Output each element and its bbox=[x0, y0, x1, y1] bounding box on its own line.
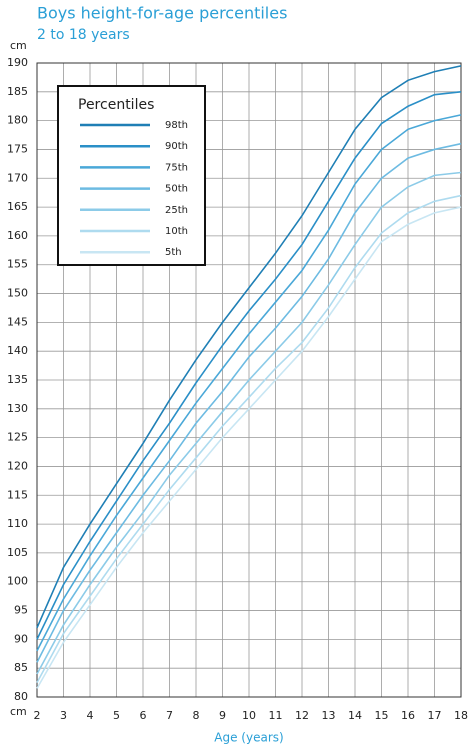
y-tick-label: 145 bbox=[7, 315, 28, 328]
x-tick-label: 17 bbox=[428, 709, 442, 722]
series-line bbox=[36, 114, 462, 652]
legend-title: Percentiles bbox=[78, 97, 154, 113]
y-tick-label: 190 bbox=[7, 56, 28, 69]
y-tick-label: 110 bbox=[7, 517, 28, 530]
y-tick-label: 185 bbox=[7, 85, 28, 98]
series-line bbox=[36, 194, 462, 683]
y-tick-label: 165 bbox=[7, 200, 28, 213]
y-tick-label: 135 bbox=[7, 373, 28, 386]
y-tick-label: 115 bbox=[7, 488, 28, 501]
series-line bbox=[36, 91, 462, 640]
x-axis-label: Age (years) bbox=[214, 731, 283, 745]
series-line bbox=[36, 206, 462, 689]
plot-frame bbox=[36, 62, 462, 698]
y-tick-label: 170 bbox=[7, 171, 28, 184]
x-tick-label: 10 bbox=[242, 709, 256, 722]
y-tick-label: 80 bbox=[14, 690, 28, 703]
x-tick-label: 5 bbox=[113, 709, 120, 722]
y-tick-label: 105 bbox=[7, 546, 28, 559]
legend-label: 90th bbox=[165, 141, 188, 152]
x-tick-label: 2 bbox=[34, 709, 41, 722]
y-tick-label: 180 bbox=[7, 114, 28, 127]
legend-label: 10th bbox=[165, 226, 188, 237]
chart-title: Boys height-for-age percentiles bbox=[37, 4, 287, 23]
legend-label: 5th bbox=[165, 247, 182, 258]
y-unit-bottom: cm bbox=[10, 705, 27, 718]
y-tick-label: 120 bbox=[7, 459, 28, 472]
y-tick-label: 155 bbox=[7, 258, 28, 271]
legend-label: 50th bbox=[165, 184, 188, 195]
y-tick-label: 150 bbox=[7, 287, 28, 300]
y-tick-label: 90 bbox=[14, 632, 28, 645]
x-tick-label: 8 bbox=[193, 709, 200, 722]
x-tick-label: 16 bbox=[401, 709, 415, 722]
x-tick-label: 6 bbox=[140, 709, 147, 722]
x-tick-label: 11 bbox=[269, 709, 283, 722]
series-line bbox=[36, 65, 462, 629]
y-tick-label: 175 bbox=[7, 142, 28, 155]
y-tick-label: 95 bbox=[14, 604, 28, 617]
chart-subtitle: 2 to 18 years bbox=[37, 27, 130, 43]
y-tick-label: 130 bbox=[7, 402, 28, 415]
x-tick-label: 14 bbox=[348, 709, 362, 722]
series-line bbox=[36, 171, 462, 675]
x-tick-label: 12 bbox=[295, 709, 309, 722]
series-line bbox=[36, 142, 462, 663]
y-tick-label: 125 bbox=[7, 431, 28, 444]
x-tick-label: 7 bbox=[166, 709, 173, 722]
x-tick-label: 3 bbox=[60, 709, 67, 722]
legend-label: 75th bbox=[165, 162, 188, 173]
x-tick-label: 18 bbox=[454, 709, 468, 722]
legend-label: 25th bbox=[165, 205, 188, 216]
x-tick-label: 4 bbox=[87, 709, 94, 722]
legend-box bbox=[57, 85, 206, 266]
x-tick-label: 9 bbox=[219, 709, 226, 722]
y-tick-label: 160 bbox=[7, 229, 28, 242]
y-tick-label: 140 bbox=[7, 344, 28, 357]
y-tick-label: 85 bbox=[14, 661, 28, 674]
y-tick-label: 100 bbox=[7, 575, 28, 588]
y-unit-top: cm bbox=[10, 39, 27, 52]
x-tick-label: 15 bbox=[375, 709, 389, 722]
x-tick-label: 13 bbox=[322, 709, 336, 722]
legend-label: 98th bbox=[165, 120, 188, 131]
